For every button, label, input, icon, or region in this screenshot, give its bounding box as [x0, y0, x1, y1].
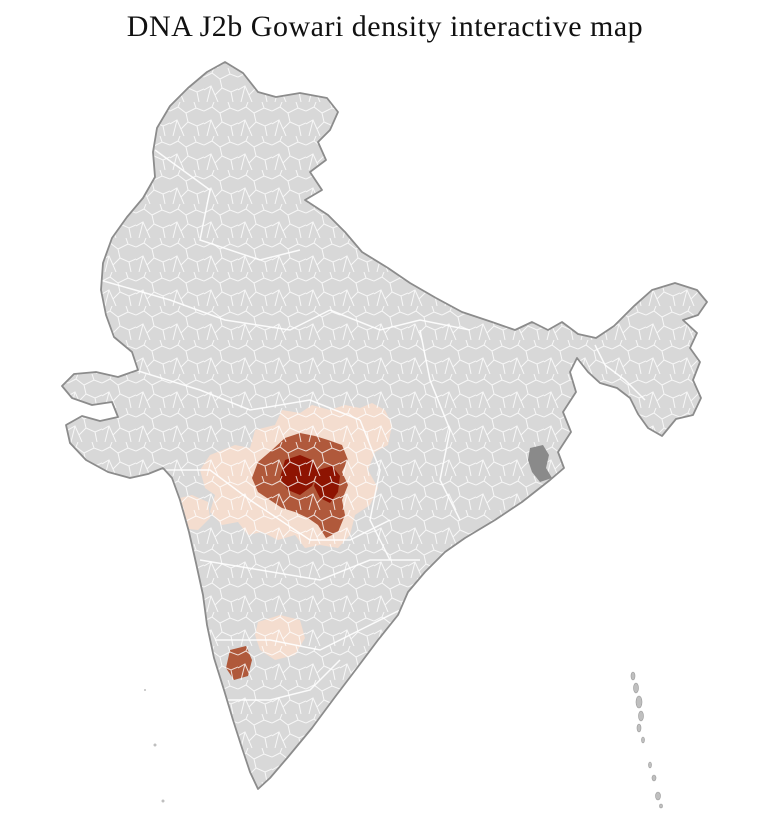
metro-district[interactable] [528, 445, 552, 482]
india-outline [61, 61, 708, 790]
lakshadweep-islands [144, 689, 165, 803]
state-boundaries [99, 149, 646, 701]
andaman-nicobar-islands [630, 671, 663, 809]
map-title: DNA J2b Gowari density interactive map [126, 10, 644, 43]
